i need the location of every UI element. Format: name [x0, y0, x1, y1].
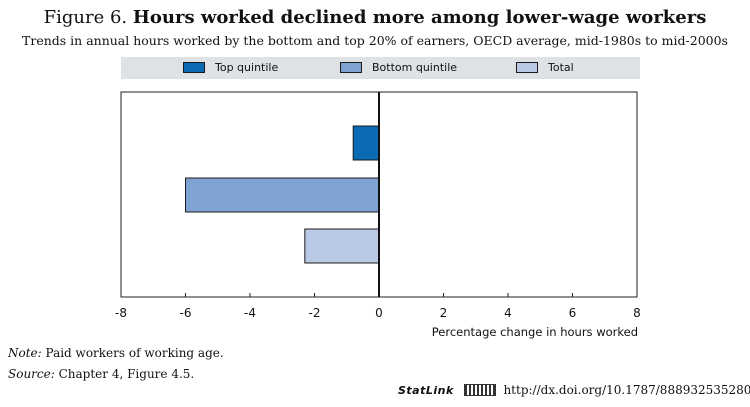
chart-subtitle: Trends in annual hours worked by the bot…: [22, 33, 728, 48]
x-tick-label: -2: [309, 306, 321, 320]
statlink-url[interactable]: http://dx.doi.org/10.1787/888932535280: [503, 383, 750, 397]
x-axis-tick-labels: -8 -6 -4 -2 0 2 4 6 8: [115, 306, 641, 320]
x-tick-label: -6: [180, 306, 192, 320]
legend-label-bottom-quintile: Bottom quintile: [372, 61, 458, 74]
x-axis-label: Percentage change in hours worked: [432, 325, 638, 339]
x-tick-label: 2: [440, 306, 448, 320]
note-text: Paid workers of working age.: [45, 346, 224, 360]
bar-top-quintile: [352, 125, 380, 161]
x-axis-ticks: [120, 293, 638, 297]
legend-swatch-bottom-quintile: [340, 62, 362, 73]
statlink-logo-icon: [463, 383, 496, 396]
figure-number: Figure 6.: [43, 7, 128, 28]
legend: Top quintile Bottom quintile Total: [121, 57, 640, 79]
source-line: Source: Chapter 4, Figure 4.5.: [8, 367, 194, 381]
statlink: StatLink http://dx.doi.org/10.1787/88893…: [398, 383, 750, 398]
x-tick-label: -8: [115, 306, 127, 320]
note-line: Note: Paid workers of working age.: [8, 346, 224, 360]
legend-swatch-top-quintile: [183, 62, 205, 73]
source-label: Source:: [8, 367, 55, 381]
x-tick-label: 4: [504, 306, 512, 320]
legend-swatch-total: [516, 62, 538, 73]
figure-title: Hours worked declined more among lower-w…: [132, 7, 707, 28]
x-tick-label: 0: [375, 306, 383, 320]
source-text: Chapter 4, Figure 4.5.: [58, 367, 195, 381]
legend-label-total: Total: [548, 61, 574, 74]
statlink-brand: StatLink: [398, 384, 454, 397]
bar-bottom-quintile: [185, 177, 380, 213]
x-tick-label: -4: [244, 306, 256, 320]
bar-total: [304, 228, 380, 264]
x-tick-label: 8: [633, 306, 641, 320]
x-tick-label: 6: [569, 306, 577, 320]
chart-title: Figure 6. Hours worked declined more amo…: [0, 7, 750, 28]
note-label: Note:: [8, 346, 42, 360]
legend-label-top-quintile: Top quintile: [215, 61, 279, 74]
